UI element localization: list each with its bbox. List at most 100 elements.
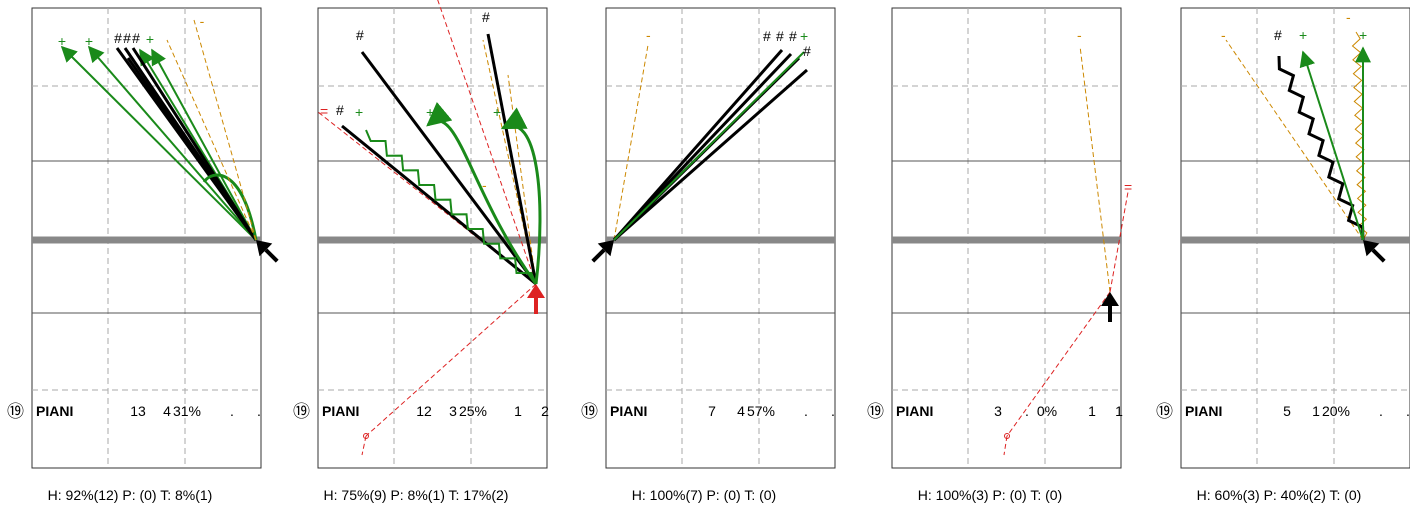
shot-end-circle (1004, 433, 1010, 439)
shot-line-orange-1 (1079, 45, 1111, 293)
shot-line-orange-2 (507, 74, 537, 285)
stat-value-2: 1 (1312, 403, 1320, 419)
mark-hash-3: # (482, 9, 490, 25)
shot-origin-arrow-shaft (591, 248, 606, 263)
shot-line-black-4 (126, 57, 258, 241)
stat-value-3: 57% (747, 403, 775, 419)
panel-2: ⑲ PIANI 12 3 25% 1 2H: 75%(9) P: 8%(1) T: 17%(… (293, 0, 549, 503)
mark-equals-1: = (1124, 179, 1132, 195)
mark-dash-1: - (200, 13, 205, 29)
shot-zigzag-black (1277, 55, 1365, 241)
panel-3: ⑲ PIANI 7 4 57%. . H: 100%(7) P: (0) T: (0) # # #… (581, 7, 836, 503)
stat-value-5: 1 (1115, 403, 1123, 419)
circled-19-icon: ⑲ (7, 402, 24, 421)
mark-hash-3: # (789, 28, 797, 44)
panel-4: ⑲ PIANI 3. 0% 1 1 H: 100%(3) P: (0) T: (0) - = (867, 7, 1132, 503)
shot-origin-arrow-head (527, 284, 545, 298)
shot-line-green-2 (87, 45, 257, 241)
stat-value-2: 3 (449, 403, 457, 419)
stat-value-2: 4 (163, 403, 171, 419)
shot-origin-arrow-head (597, 240, 614, 257)
shot-line-red-2 (437, 0, 537, 285)
panel-footer: H: 100%(7) P: (0) T: (0) (632, 487, 776, 503)
stat-value-3: 31% (173, 403, 201, 419)
stat-value-4: 1 (514, 403, 522, 419)
shot-line-green-1 (613, 51, 805, 241)
shot-line-red-3 (1003, 435, 1008, 456)
stat-value-1: 7 (708, 403, 716, 419)
mark-dash-1: - (1077, 27, 1082, 43)
shot-zigzag-orange (1351, 31, 1368, 241)
shot-line-green-4 (151, 48, 257, 241)
mark-plus-1: + (58, 33, 66, 49)
panel-footer: H: 75%(9) P: 8%(1) T: 17%(2) (324, 487, 509, 503)
mark-hash-2: # (776, 28, 784, 44)
shot-curve-green-1 (426, 101, 538, 285)
player-name: PIANI (1185, 403, 1222, 419)
stat-value-1: 5 (1283, 403, 1291, 419)
stat-value-4: 1 (1088, 403, 1096, 419)
shot-line-green-1 (1299, 50, 1364, 241)
mark-plus-2: + (1359, 27, 1367, 43)
shot-line-red-4 (361, 435, 367, 456)
mark-plus-2: + (85, 33, 93, 49)
panel-5: ⑲ PIANI 5 1 20%. . H: 60%(3) P: 40%(2) T: (0) #… (1156, 7, 1410, 503)
mark-dash-1: - (482, 177, 487, 193)
mark-plus-2: + (426, 104, 434, 120)
stat-value-4: . (230, 403, 234, 419)
mark-dash-1: - (1221, 27, 1226, 43)
player-name: PIANI (322, 403, 359, 419)
mark-plus-1: + (800, 28, 808, 44)
mark-hash-1: # (763, 28, 771, 44)
panel-footer: H: 100%(3) P: (0) T: (0) (918, 487, 1062, 503)
stat-value-3: 20% (1322, 403, 1350, 419)
shot-line-red-1 (317, 111, 537, 285)
shot-line-orange-1 (166, 39, 257, 241)
circled-19-icon: ⑲ (293, 402, 310, 421)
shot-curve-green-2 (500, 107, 542, 285)
player-name: PIANI (896, 403, 933, 419)
mark-hash-3: # (132, 30, 140, 46)
shot-line-red-1 (1109, 191, 1129, 293)
mark-hash-1: # (1274, 27, 1282, 43)
shot-curve-green (202, 173, 258, 241)
mark-plus-1: + (355, 104, 363, 120)
circled-19-icon: ⑲ (581, 402, 598, 421)
stat-value-1: 12 (416, 403, 432, 419)
shot-origin-arrow-shaft (264, 248, 279, 263)
shot-line-orange-1 (1225, 39, 1364, 241)
shot-line-black-4 (613, 68, 808, 242)
mark-dash-2: - (1346, 9, 1351, 25)
mark-plus-3: + (146, 31, 154, 47)
panel-footer: H: 92%(12) P: (0) T: 8%(1) (48, 487, 213, 503)
stat-value-5: 2 (541, 403, 549, 419)
shot-line-red-2 (1006, 291, 1111, 437)
shot-origin-arrow-head (1363, 240, 1380, 257)
shot-line-green-1 (60, 45, 257, 241)
shot-line-red-3 (365, 283, 537, 437)
shot-line-black-1 (612, 49, 784, 241)
player-name: PIANI (610, 403, 647, 419)
mark-hash-2: # (356, 27, 364, 43)
panel-1: ⑲ PIANI 13 4 31%. . H: 92%(12) P: (0) T: 8%(1)… (7, 7, 279, 503)
stat-value-2: 4 (737, 403, 745, 419)
panel-footer: H: 60%(3) P: 40%(2) T: (0) (1197, 487, 1362, 503)
mark-hash-1: # (336, 102, 344, 118)
stat-value-5: . (257, 403, 261, 419)
shot-line-black-2 (360, 51, 538, 285)
stat-value-3: 25% (459, 403, 487, 419)
shot-origin-arrow-shaft (1371, 248, 1386, 263)
stat-value-2: . (1025, 403, 1029, 419)
mark-hash-2: # (123, 30, 131, 46)
player-name: PIANI (36, 403, 73, 419)
shot-origin-arrow-head (256, 240, 273, 257)
mark-equals-1: = (320, 103, 328, 119)
stat-value-1: 13 (130, 403, 146, 419)
circled-19-icon: ⑲ (867, 402, 884, 421)
shot-line-black-3 (486, 33, 538, 285)
stat-value-5: . (831, 403, 835, 419)
stat-value-3: 0% (1037, 403, 1057, 419)
shot-line-orange-2 (193, 19, 257, 241)
mark-hash-4: # (803, 43, 811, 59)
